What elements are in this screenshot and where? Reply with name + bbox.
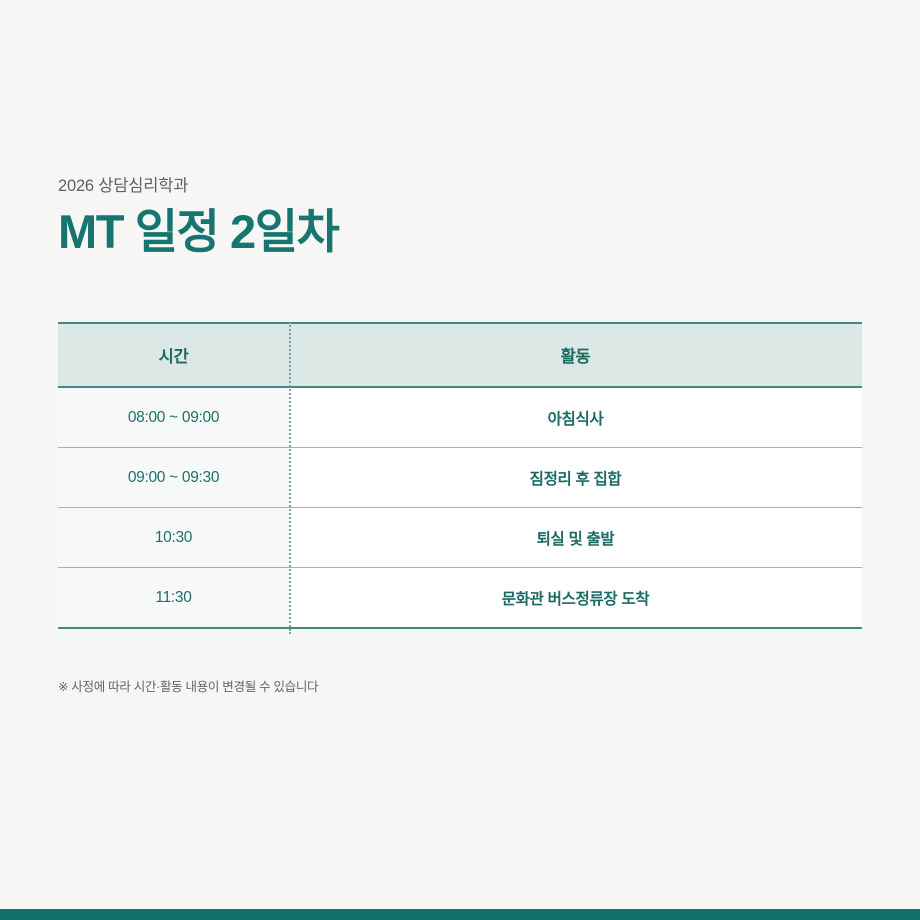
column-header-time: 시간 [58, 322, 289, 388]
table-row: 11:30 문화관 버스정류장 도착 [58, 567, 862, 629]
header-block: 2026 상담심리학과 MT 일정 2일차 [58, 176, 862, 258]
footnote-text: ※ 사정에 따라 시간·활동 내용이 변경될 수 있습니다 [58, 680, 319, 694]
table-body: 08:00 ~ 09:00 아침식사 09:00 ~ 09:30 짐정리 후 집… [58, 387, 862, 629]
schedule-table: 시간 활동 08:00 ~ 09:00 아침식사 09:00 ~ 09:30 짐… [58, 322, 862, 629]
table-row: 09:00 ~ 09:30 짐정리 후 집합 [58, 447, 862, 508]
table-row: 10:30 퇴실 및 출발 [58, 507, 862, 568]
table-row: 08:00 ~ 09:00 아침식사 [58, 387, 862, 448]
cell-activity: 짐정리 후 집합 [289, 447, 862, 508]
cell-activity: 퇴실 및 출발 [289, 507, 862, 568]
cell-time: 11:30 [58, 567, 289, 629]
column-header-activity: 활동 [289, 322, 862, 388]
table-header: 시간 활동 [58, 322, 862, 388]
cell-time: 08:00 ~ 09:00 [58, 387, 289, 448]
cell-time: 10:30 [58, 507, 289, 568]
table-header-row: 시간 활동 [58, 322, 862, 388]
cell-activity: 아침식사 [289, 387, 862, 448]
page-kicker: 2026 상담심리학과 [58, 177, 189, 195]
bottom-accent-bar [0, 909, 920, 920]
cell-time: 09:00 ~ 09:30 [58, 447, 289, 508]
page-title: MT 일정 2일차 [58, 205, 340, 259]
cell-activity: 문화관 버스정류장 도착 [289, 567, 862, 629]
